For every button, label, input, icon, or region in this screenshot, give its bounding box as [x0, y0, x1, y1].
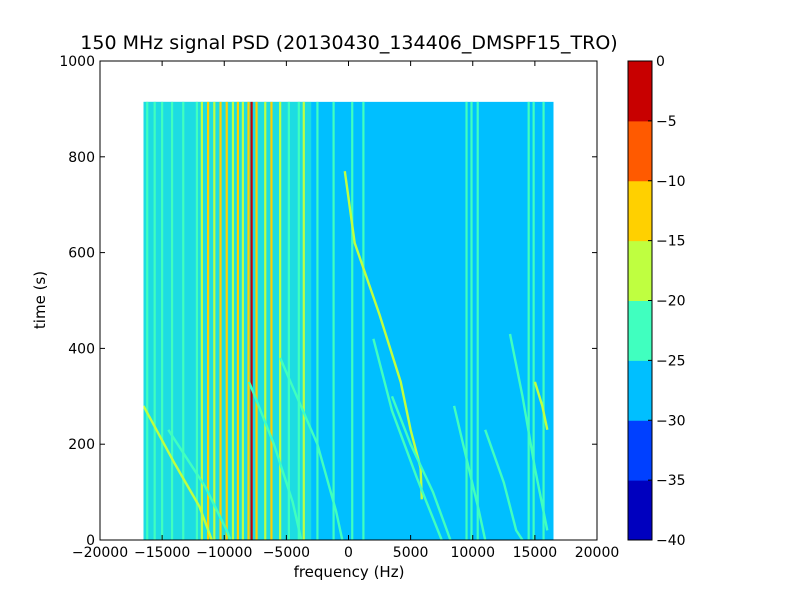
x-axis: −20000 −15000 −10000 −5000 0 5000 10000 15000 20… [72, 61, 619, 561]
spectrogram [143, 101, 554, 540]
x-tick-label: −20000 [72, 545, 128, 561]
doppler-track [390, 395, 452, 540]
y-tick-label: 1000 [59, 54, 95, 70]
y-tick-label: 800 [68, 150, 95, 166]
y-tick-label: 0 [86, 533, 95, 549]
colorbar-tick-label: 0 [656, 54, 665, 70]
x-tick-label: 5000 [393, 545, 429, 561]
colorbar-segment [628, 240, 652, 301]
colorbar-tick-label: −10 [656, 174, 686, 190]
doppler-track [279, 357, 344, 540]
y-axis-label: time (s) [31, 271, 49, 329]
colorbar-tick-label: −15 [656, 234, 686, 250]
colorbar-tick-label: −40 [656, 533, 686, 549]
colorbar-segment [628, 61, 652, 122]
plot-area: −20000 −15000 −10000 −5000 0 5000 10000 15000 20… [59, 54, 619, 561]
colorbar: −40 −35 −30 −25 −20 −15 −10 −5 0 [627, 54, 686, 549]
x-tick-label: −15000 [134, 545, 190, 561]
colorbar-segment [628, 360, 652, 421]
doppler-track [508, 333, 549, 531]
doppler-track [372, 338, 443, 540]
spectrogram-background [143, 101, 554, 540]
x-axis-label: frequency (Hz) [294, 563, 405, 581]
colorbar-tick-label: −30 [656, 413, 686, 429]
colorbar-segment [628, 120, 652, 182]
colorbar-tick-label: −25 [656, 353, 686, 369]
colorbar-segment [628, 480, 652, 541]
y-tick-label: 400 [68, 341, 95, 357]
colorbar-tick-label: −5 [656, 114, 677, 130]
doppler-track [143, 405, 213, 540]
colorbar-segment [628, 180, 652, 242]
doppler-track [167, 429, 232, 540]
y-tick-label: 200 [68, 437, 95, 453]
colorbar-segment [628, 300, 652, 361]
colorbar-tick-label: −35 [656, 473, 686, 489]
doppler-track [247, 381, 303, 540]
y-tick-label: 600 [68, 246, 95, 262]
colorbar-segment [628, 420, 652, 481]
x-tick-label: −5000 [263, 545, 310, 561]
doppler-track [484, 429, 524, 540]
doppler-track [533, 381, 549, 431]
colorbar-tick-label: −20 [656, 294, 686, 310]
x-tick-label: 15000 [513, 545, 558, 561]
doppler-track [452, 405, 487, 540]
y-axis: 0 200 400 600 800 1000 [59, 54, 597, 549]
x-tick-label: 20000 [575, 545, 620, 561]
x-tick-label: 0 [344, 545, 353, 561]
x-tick-label: −10000 [196, 545, 252, 561]
chart-title: 150 MHz signal PSD (20130430_134406_DMSP… [80, 32, 617, 54]
x-tick-label: 10000 [450, 545, 495, 561]
